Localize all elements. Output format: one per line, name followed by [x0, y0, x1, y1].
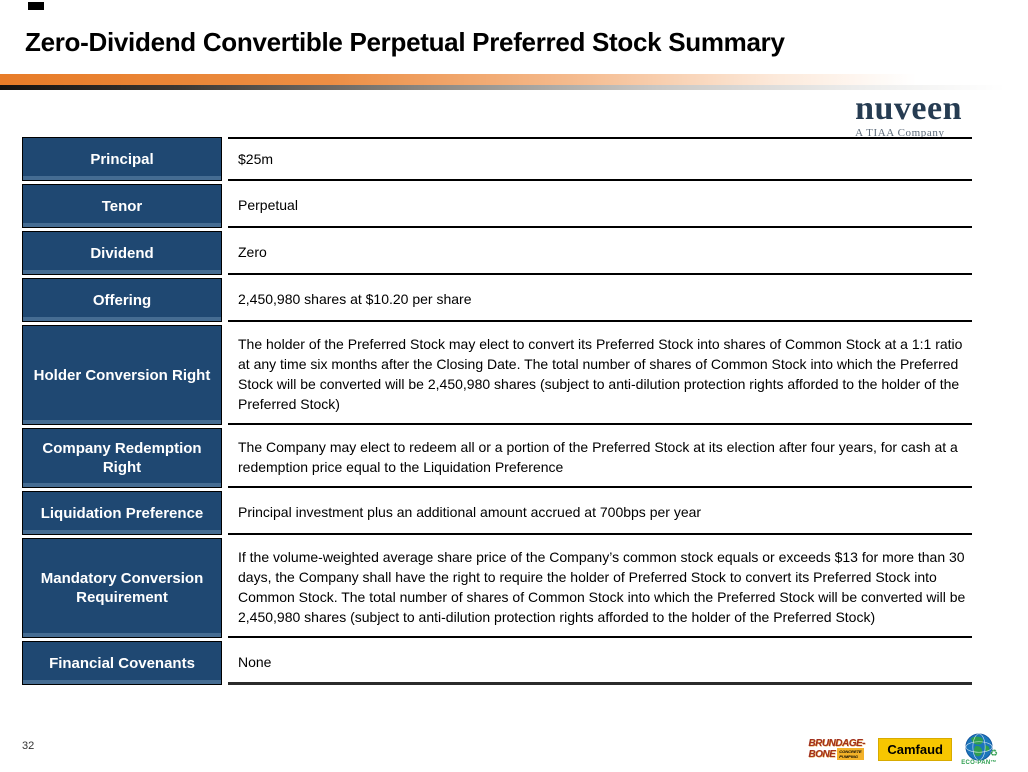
term-label-cell: Tenor [22, 184, 222, 228]
brundage-bone-logo: BRUNDAGE- BONE CONCRETE PUMPING [808, 739, 870, 760]
term-label-cell: Offering [22, 278, 222, 322]
table-row: Company Redemption Right The Company may… [22, 428, 972, 488]
table-row: Offering 2,450,980 shares at $10.20 per … [22, 278, 972, 322]
table-row: Tenor Perpetual [22, 184, 972, 228]
term-value-cell: 2,450,980 shares at $10.20 per share [228, 278, 972, 322]
footer-logos: BRUNDAGE- BONE CONCRETE PUMPING Camfaud … [808, 733, 998, 766]
slide-corner-tab [28, 2, 44, 10]
dark-divider-bar [0, 85, 1005, 90]
term-value-cell: Zero [228, 231, 972, 275]
brundage-line1: BRUNDAGE- [808, 738, 865, 749]
brundage-line2: BONE [808, 748, 836, 760]
table-row: Principal $25m [22, 137, 972, 181]
term-label-cell: Liquidation Preference [22, 491, 222, 535]
term-label-cell: Mandatory Conversion Requirement [22, 538, 222, 638]
term-value-cell: The Company may elect to redeem all or a… [228, 428, 972, 488]
table-row: Holder Conversion Right The holder of th… [22, 325, 972, 425]
nuveen-logo: nuveen A TIAA Company [855, 90, 962, 140]
nuveen-tagline: A TIAA Company [855, 127, 945, 139]
term-label-cell: Principal [22, 137, 222, 181]
term-value-cell: The holder of the Preferred Stock may el… [228, 325, 972, 425]
ecopan-label: ECO-PAN™ [961, 760, 997, 766]
table-row: Mandatory Conversion Requirement If the … [22, 538, 972, 638]
nuveen-wordmark: nuveen [855, 90, 962, 127]
recycle-icon: ♻ [989, 748, 998, 758]
page-number: 32 [22, 740, 35, 752]
table-row: Liquidation Preference Principal investm… [22, 491, 972, 535]
term-label-cell: Financial Covenants [22, 641, 222, 685]
term-value-cell: None [228, 641, 972, 685]
term-value-cell: Principal investment plus an additional … [228, 491, 972, 535]
term-label-cell: Dividend [22, 231, 222, 275]
orange-divider-bar [0, 74, 945, 85]
term-value-cell: Perpetual [228, 184, 972, 228]
term-value-cell: If the volume-weighted average share pri… [228, 538, 972, 638]
camfaud-logo: Camfaud [878, 738, 952, 761]
page-title: Zero-Dividend Convertible Perpetual Pref… [25, 27, 785, 57]
term-label-cell: Company Redemption Right [22, 428, 222, 488]
globe-icon [965, 733, 993, 761]
ecopan-logo: ♻ ECO-PAN™ [960, 733, 998, 766]
table-row: Financial Covenants None [22, 641, 972, 685]
terms-table: Principal $25m Tenor Perpetual Dividend … [22, 137, 972, 688]
table-row: Dividend Zero [22, 231, 972, 275]
brundage-subtext: CONCRETE PUMPING [837, 748, 864, 760]
term-value-cell: $25m [228, 137, 972, 181]
term-label-cell: Holder Conversion Right [22, 325, 222, 425]
